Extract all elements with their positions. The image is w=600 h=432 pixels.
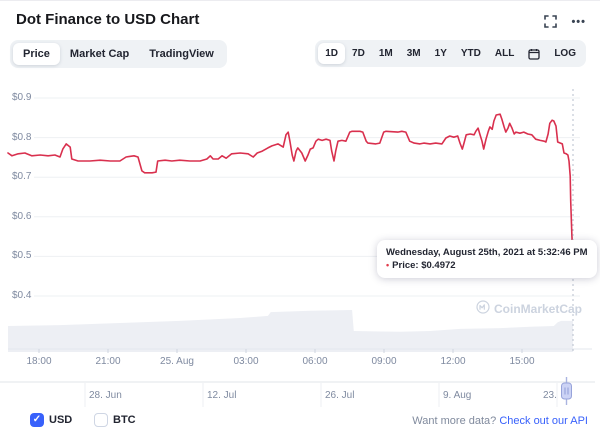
tab-price[interactable]: Price <box>13 43 60 65</box>
y-tick-label: $0.8 <box>12 131 32 143</box>
check-icon: ✓ <box>32 414 42 425</box>
x-tick-label: 15:00 <box>509 356 535 367</box>
usd-checkbox[interactable]: ✓ <box>30 413 44 427</box>
series-dot-icon: • <box>386 260 390 270</box>
tooltip-price-value: $0.4972 <box>421 260 456 271</box>
cmc-logo-icon <box>476 300 490 317</box>
y-tick-label: $0.5 <box>12 250 32 262</box>
range-1d[interactable]: 1D <box>318 43 346 64</box>
watermark-label: CoinMarketCap <box>494 301 583 316</box>
navigator-date-label: 9. Aug <box>443 390 472 401</box>
navigator-date-label: 28. Jun <box>89 390 122 401</box>
navigator-date-label: 26. Jul <box>325 390 355 401</box>
api-prompt: Want more data? <box>412 415 497 427</box>
btc-checkbox[interactable] <box>94 413 108 427</box>
range-1m[interactable]: 1M <box>372 43 400 64</box>
tab-tradingview[interactable]: TradingView <box>139 43 224 65</box>
range-7d[interactable]: 7D <box>345 43 372 64</box>
fullscreen-icon[interactable] <box>544 15 558 28</box>
chart-tooltip: Wednesday, August 25th, 2021 at 5:32:46 … <box>377 240 597 278</box>
more-options-icon[interactable]: ••• <box>571 15 586 28</box>
y-tick-label: $0.7 <box>12 171 32 183</box>
navigator-date-label: 23. <box>543 390 557 401</box>
tab-market-cap[interactable]: Market Cap <box>60 43 139 65</box>
x-tick-label: 12:00 <box>440 356 466 367</box>
x-tick-label: 18:00 <box>26 356 52 367</box>
api-link[interactable]: Check out our API <box>499 415 588 427</box>
y-tick-label: $0.4 <box>12 290 32 301</box>
x-tick-label: 06:00 <box>302 356 328 367</box>
y-tick-label: $0.9 <box>12 92 32 103</box>
y-tick-label: $0.6 <box>12 210 32 222</box>
btc-label: BTC <box>113 414 136 426</box>
x-tick-label: 03:00 <box>233 356 259 367</box>
range-all[interactable]: ALL <box>488 43 521 64</box>
chart-type-tabs: Price Market Cap TradingView <box>10 40 227 68</box>
x-tick-label: 25. Aug <box>160 356 194 367</box>
api-callout: Want more data? Check out our API <box>412 415 588 427</box>
calendar-icon[interactable] <box>521 44 547 64</box>
page-title: Dot Finance to USD Chart <box>16 11 200 28</box>
watermark: CoinMarketCap <box>476 300 582 317</box>
range-1y[interactable]: 1Y <box>428 43 454 64</box>
x-tick-label: 09:00 <box>371 356 397 367</box>
tooltip-date: Wednesday, August 25th, 2021 at 5:32:46 … <box>386 247 588 258</box>
time-range-tabs: 1D 7D 1M 3M 1Y YTD ALL LOG <box>315 40 586 67</box>
range-ytd[interactable]: YTD <box>454 43 488 64</box>
tooltip-price: • Price: $0.4972 <box>386 260 456 271</box>
usd-label: USD <box>49 414 73 426</box>
range-log[interactable]: LOG <box>547 43 583 64</box>
navigator-date-label: 12. Jul <box>207 390 237 401</box>
range-3m[interactable]: 3M <box>400 43 428 64</box>
header-actions: ••• <box>544 15 586 28</box>
price-line <box>7 113 574 259</box>
drag-handle-icon[interactable] <box>560 377 573 405</box>
x-tick-label: 21:00 <box>95 356 121 367</box>
